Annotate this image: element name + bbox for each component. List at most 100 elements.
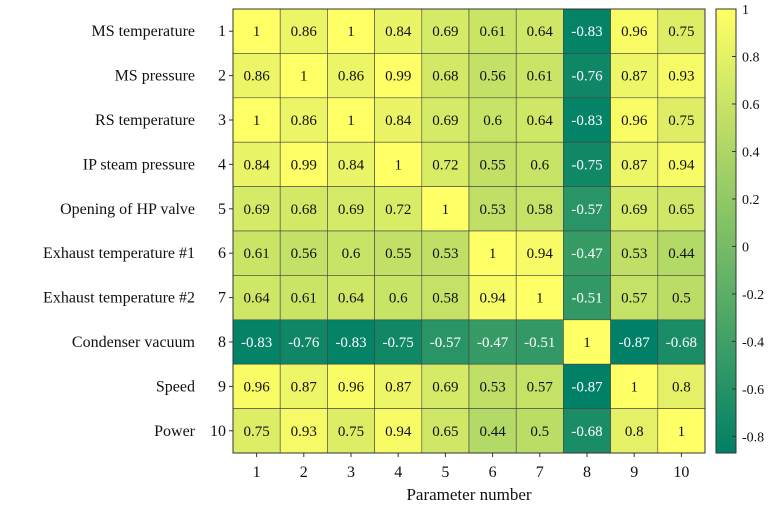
cell-8-5 (421, 319, 470, 365)
cell-value-3-7: 0.64 (527, 113, 554, 129)
cell-value-5-8: -0.57 (571, 202, 603, 218)
cell-value-8-6: -0.47 (477, 335, 509, 351)
row-number-7: 7 (218, 290, 226, 307)
cell-value-2-6: 0.56 (479, 69, 506, 85)
cell-value-3-1: 1 (253, 113, 261, 129)
cell-5-6 (468, 186, 517, 232)
cell-value-1-5: 0.69 (432, 24, 458, 40)
cell-value-9-1: 0.96 (243, 379, 270, 395)
cell-7-2 (279, 275, 328, 321)
cell-value-5-6: 0.53 (479, 202, 505, 218)
cell-value-6-1: 0.61 (243, 246, 269, 262)
cell-8-8 (563, 319, 611, 365)
cell-8-1 (232, 319, 281, 365)
row-number-4: 4 (218, 156, 226, 173)
cell-value-10-8: -0.68 (571, 424, 602, 440)
cell-value-9-7: 0.57 (527, 379, 554, 395)
cell-value-6-9: 0.53 (621, 246, 647, 262)
cell-value-9-3: 0.96 (338, 379, 365, 395)
cell-value-8-10: -0.68 (666, 335, 697, 351)
cell-1-5 (421, 8, 470, 54)
cell-value-4-3: 0.84 (338, 157, 365, 173)
colorbar-tick-label-3: 0.4 (742, 145, 760, 160)
cell-2-9 (610, 53, 659, 99)
cell-value-8-3: -0.83 (335, 335, 366, 351)
cell-value-7-8: -0.51 (571, 291, 602, 307)
cell-7-6 (468, 275, 517, 321)
cell-value-1-4: 0.84 (385, 24, 412, 40)
row-label-5: Opening of HP valve (60, 201, 195, 218)
cell-1-6 (468, 8, 517, 54)
cell-value-7-1: 0.64 (243, 291, 270, 307)
cell-value-3-5: 0.69 (432, 113, 458, 129)
cell-7-3 (327, 275, 375, 321)
cell-value-10-7: 0.5 (530, 424, 549, 440)
cell-value-6-3: 0.6 (342, 246, 361, 262)
cell-value-5-3: 0.69 (338, 202, 364, 218)
cell-value-5-9: 0.69 (621, 202, 647, 218)
cell-value-5-10: 0.65 (668, 202, 694, 218)
cell-1-4 (374, 8, 423, 54)
row-number-2: 2 (218, 68, 226, 85)
cell-value-1-2: 0.86 (291, 24, 318, 40)
colorbar-tick-label-9: -0.8 (742, 430, 764, 445)
cell-value-8-4: -0.75 (383, 335, 414, 351)
cell-8-2 (279, 319, 328, 365)
cell-6-5 (421, 230, 470, 276)
cell-value-1-9: 0.96 (621, 24, 648, 40)
cell-value-1-10: 0.75 (668, 24, 694, 40)
cell-value-10-6: 0.44 (479, 424, 506, 440)
col-number-3: 3 (347, 464, 355, 481)
cell-6-4 (374, 230, 423, 276)
cell-4-9 (610, 141, 659, 187)
row-label-8: Condenser vacuum (72, 334, 196, 351)
row-labels: MS temperature MS pressure RS temperature I… (43, 23, 196, 440)
cell-3-8 (563, 97, 611, 143)
x-axis-label: Parameter number (406, 485, 531, 504)
cell-value-7-3: 0.64 (338, 291, 365, 307)
cell-3-5 (421, 97, 470, 143)
cell-9-1 (232, 363, 281, 409)
row-number-8: 8 (218, 334, 226, 351)
row-label-2: MS pressure (115, 68, 195, 85)
cell-5-2 (279, 186, 328, 232)
cell-value-5-4: 0.72 (385, 202, 411, 218)
cell-value-8-7: -0.51 (524, 335, 555, 351)
cell-value-3-9: 0.96 (621, 113, 648, 129)
cell-value-4-4: 1 (394, 157, 402, 173)
colorbar (715, 8, 737, 454)
cell-4-8 (563, 141, 611, 187)
cell-value-1-6: 0.61 (479, 24, 505, 40)
col-number-6: 6 (489, 464, 497, 481)
col-number-10: 10 (673, 464, 689, 481)
cell-3-7 (515, 97, 564, 143)
cell-value-6-5: 0.53 (432, 246, 458, 262)
cell-value-4-1: 0.84 (243, 157, 270, 173)
col-number-2: 2 (300, 464, 308, 481)
cell-10-4 (374, 408, 423, 454)
cell-value-4-7: 0.6 (530, 157, 549, 173)
cell-value-8-1: -0.83 (241, 335, 272, 351)
row-label-3: RS temperature (95, 112, 195, 129)
cell-10-2 (279, 408, 328, 454)
cell-9-8 (563, 363, 611, 409)
row-label-10: Power (154, 423, 196, 440)
cell-value-10-5: 0.65 (432, 424, 458, 440)
cell-1-7 (515, 8, 564, 54)
cell-2-5 (421, 53, 470, 99)
cell-value-2-2: 1 (300, 69, 308, 85)
cell-value-7-9: 0.57 (621, 291, 648, 307)
cell-value-2-8: -0.76 (571, 69, 603, 85)
cell-value-3-10: 0.75 (668, 113, 694, 129)
cell-3-10 (657, 97, 706, 143)
cell-value-7-7: 1 (536, 291, 544, 307)
cell-value-3-3: 1 (347, 113, 355, 129)
cell-value-2-1: 0.86 (243, 69, 270, 85)
cell-9-9 (610, 363, 659, 409)
cell-5-4 (374, 186, 423, 232)
cell-6-3 (327, 230, 375, 276)
cell-value-7-5: 0.58 (432, 291, 458, 307)
cell-value-2-3: 0.86 (338, 69, 365, 85)
cell-8-6 (468, 319, 517, 365)
colorbar-tick-label-5: 0 (742, 240, 749, 255)
